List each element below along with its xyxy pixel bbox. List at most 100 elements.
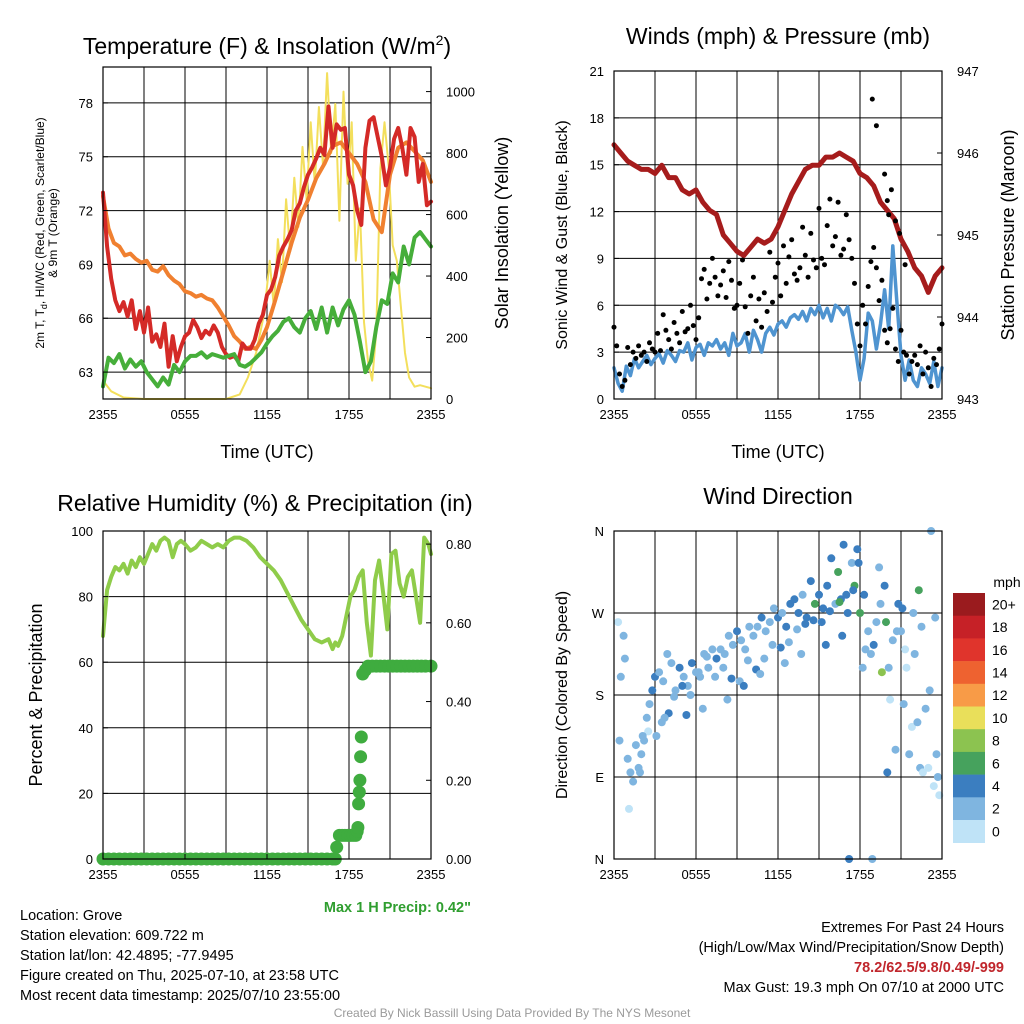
direction-point <box>745 622 754 631</box>
gust-point <box>824 223 830 229</box>
gust-point <box>914 362 920 368</box>
gust-point <box>729 277 734 283</box>
direction-point <box>757 613 766 622</box>
y2-tick-label: 600 <box>446 208 468 223</box>
gust-point <box>685 326 691 332</box>
gust-point <box>893 218 898 224</box>
direction-point <box>827 554 836 563</box>
gust-point <box>854 321 860 327</box>
direction-point <box>753 622 762 631</box>
y-tick-label: 66 <box>79 311 93 326</box>
gust-point <box>813 265 819 271</box>
direction-point <box>743 656 752 665</box>
gust-point <box>906 371 912 377</box>
y-axis-label-line: & 9m T (Orange) <box>46 188 60 278</box>
direction-point <box>623 754 632 763</box>
y-tick-label: 0 <box>597 392 604 407</box>
gust-point <box>912 352 918 358</box>
gust-point <box>843 212 849 218</box>
y-tick-label: 72 <box>79 204 93 219</box>
direction-point <box>892 627 901 636</box>
y-tick-label: 40 <box>79 721 93 736</box>
gust-point <box>871 245 877 250</box>
title-close: ) <box>443 33 451 59</box>
precip-point <box>353 773 367 787</box>
direction-point <box>686 691 695 699</box>
colorbar-label: 12 <box>992 687 1008 703</box>
direction-point <box>798 590 807 599</box>
direction-point <box>727 674 736 683</box>
tick-labels: 2355 0555 1155 1755 2355 63 66 69 72 75 78 0 200 400 6… <box>79 85 475 422</box>
y-axis-label: 2m T, Td, HI/WC (Red, Green, Scarlet/Blu… <box>33 117 60 348</box>
gust-point <box>816 205 822 211</box>
direction-point <box>839 540 848 549</box>
gust-point <box>644 359 650 364</box>
direction-point <box>728 640 737 649</box>
gust-point <box>863 321 868 327</box>
y-tick-label: 80 <box>79 590 93 605</box>
direction-point <box>853 545 862 554</box>
x-tick-label: 1755 <box>335 867 364 882</box>
direction-point <box>733 627 741 636</box>
gust-point <box>860 302 866 308</box>
direction-point <box>886 695 895 704</box>
direction-point <box>790 595 799 604</box>
direction-point <box>660 713 669 722</box>
direction-point <box>620 654 629 663</box>
recent-data-text: Most recent data timestamp: 2025/07/10 2… <box>20 988 341 1004</box>
direction-point <box>749 631 758 640</box>
gust-point <box>830 243 836 249</box>
gust-point <box>617 371 622 377</box>
direction-point <box>835 598 844 607</box>
direction-point <box>698 704 707 713</box>
axis-ticks <box>613 70 943 400</box>
direction-point <box>615 736 624 745</box>
direction-point <box>625 804 633 813</box>
direction-point <box>760 654 769 663</box>
gust-point <box>775 260 781 266</box>
direction-point <box>645 700 654 709</box>
x-axis-label: Time (UTC) <box>220 442 313 462</box>
colorbar-label: 16 <box>992 642 1008 658</box>
direction-point <box>687 659 696 668</box>
series-insolation <box>102 72 432 400</box>
direction-point <box>778 609 787 617</box>
direction-point <box>849 586 858 595</box>
y2-tick-label: 943 <box>957 392 979 407</box>
extremes-info: Extremes For Past 24 Hours (High/Low/Max… <box>699 918 1004 998</box>
direction-point <box>858 663 867 672</box>
direction-point <box>847 558 856 567</box>
gust-point <box>690 323 696 329</box>
chart-temperature: 2355 0555 1155 1755 2355 63 66 69 72 75 78 0 200 400 6… <box>33 32 512 462</box>
gust-point <box>902 262 908 268</box>
direction-point <box>737 636 746 645</box>
gust-point <box>890 305 896 311</box>
x-tick-label: 2355 <box>417 867 446 882</box>
gust-point <box>865 284 871 289</box>
gust-point <box>884 198 890 204</box>
gust-point <box>873 265 879 271</box>
y-tick-label: 63 <box>79 365 93 380</box>
direction-point <box>614 618 623 627</box>
y2-tick-label: 945 <box>957 228 979 243</box>
gust-point <box>636 343 642 349</box>
gust-point <box>893 346 898 352</box>
x-tick-label: 1755 <box>846 867 875 882</box>
extremes-values: 78.2/62.5/9.8/0.49/-999 <box>854 960 1004 976</box>
chart-title: Wind Direction <box>703 483 853 509</box>
gust-point <box>740 257 745 263</box>
colorbar-label: 18 <box>992 619 1008 635</box>
direction-point <box>663 650 672 658</box>
gust-point <box>895 359 901 364</box>
gust-point <box>627 362 633 368</box>
colorbar-swatch <box>953 661 985 685</box>
y2-tick-label: 1000 <box>446 85 475 100</box>
colorbar-label: 6 <box>992 755 1000 771</box>
gust-point <box>753 318 759 324</box>
colorbar-label: 2 <box>992 801 1000 817</box>
gridlines <box>614 71 942 399</box>
series-temperature <box>101 104 433 369</box>
y-axis-label: Percent & Precipitation <box>26 603 46 786</box>
direction-point <box>626 768 635 777</box>
gust-point <box>852 280 857 286</box>
